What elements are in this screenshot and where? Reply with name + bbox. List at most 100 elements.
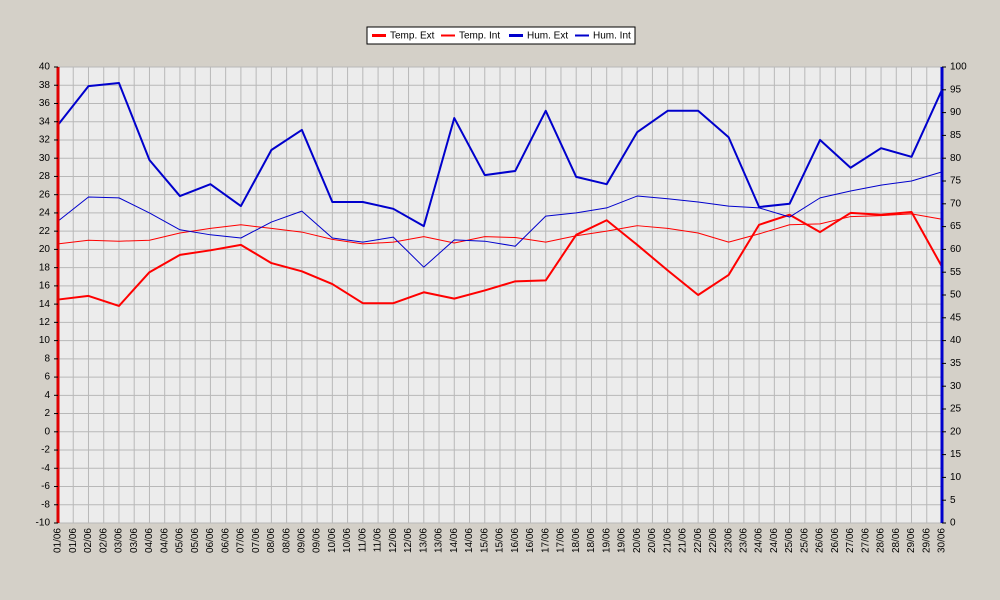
y-tick-label: 26 <box>39 189 51 200</box>
legend <box>366 26 636 45</box>
x-tick-label: 20/06 <box>647 528 658 553</box>
x-tick-label: 11/06 <box>357 528 368 553</box>
x-tick-label: 17/06 <box>540 528 551 553</box>
x-tick-label: 22/06 <box>693 528 704 553</box>
x-tick-label: 04/06 <box>159 528 170 553</box>
y2-tick-label: 100 <box>950 62 967 73</box>
series-line <box>57 81 943 228</box>
x-tick-label: 27/06 <box>860 528 871 553</box>
x-tick-label: 02/06 <box>83 528 94 553</box>
x-tick-label: 27/06 <box>845 528 856 553</box>
y2-tick-label: 65 <box>950 221 962 232</box>
y2-tick-label: 5 <box>950 495 956 506</box>
y-tick-label: -10 <box>36 518 51 529</box>
y-tick-label: -6 <box>41 481 50 492</box>
series-line <box>57 213 943 245</box>
y2-tick-label: 30 <box>950 381 962 392</box>
y-tick-label: 6 <box>44 372 50 383</box>
x-tick-label: 07/06 <box>251 528 262 553</box>
y-tick-label: 22 <box>39 226 51 237</box>
x-tick-label: 21/06 <box>662 528 673 553</box>
x-tick-label: 28/06 <box>876 528 887 553</box>
series-line <box>57 211 943 307</box>
y-tick-label: 4 <box>44 390 50 401</box>
x-tick-label: 02/06 <box>98 528 109 553</box>
y2-tick-label: 25 <box>950 404 962 415</box>
x-tick-label: 23/06 <box>723 528 734 553</box>
y-tick-label: 18 <box>39 262 51 273</box>
y2-tick-label: 50 <box>950 290 962 301</box>
y2-tick-label: 40 <box>950 335 962 346</box>
y2-tick-label: 20 <box>950 426 962 437</box>
x-tick-label: 25/06 <box>799 528 810 553</box>
x-tick-label: 14/06 <box>449 528 460 553</box>
y2-tick-label: 70 <box>950 198 962 209</box>
x-tick-label: 29/06 <box>906 528 917 553</box>
x-tick-label: 24/06 <box>754 528 765 553</box>
y-tick-label: 2 <box>44 408 50 419</box>
x-tick-label: 05/06 <box>175 528 186 553</box>
x-tick-label: 18/06 <box>586 528 597 553</box>
x-tick-label: 17/06 <box>556 528 567 553</box>
x-tick-label: 30/06 <box>937 528 948 553</box>
x-tick-label: 01/06 <box>68 528 79 553</box>
x-tick-label: 26/06 <box>830 528 841 553</box>
y-tick-label: 12 <box>39 317 51 328</box>
y2-tick-label: 45 <box>950 312 962 323</box>
y-tick-label: 8 <box>44 353 50 364</box>
y-tick-label: 34 <box>39 116 51 127</box>
x-tick-label: 12/06 <box>403 528 414 553</box>
x-tick-label: 09/06 <box>297 528 308 553</box>
y2-tick-label: 90 <box>950 107 962 118</box>
x-tick-label: 08/06 <box>281 528 292 553</box>
x-tick-label: 03/06 <box>129 528 140 553</box>
y-tick-label: 24 <box>39 208 51 219</box>
y-tick-label: 32 <box>39 135 51 146</box>
x-tick-label: 01/06 <box>53 528 64 553</box>
y-tick-label: -4 <box>41 463 50 474</box>
series-line <box>57 171 943 268</box>
x-tick-label: 06/06 <box>205 528 216 553</box>
y2-tick-label: 15 <box>950 449 962 460</box>
legend-label: Hum. Int <box>593 31 631 42</box>
x-tick-label: 19/06 <box>617 528 628 553</box>
y-tick-label: 0 <box>44 426 50 437</box>
x-tick-label: 08/06 <box>266 528 277 553</box>
y2-tick-label: 95 <box>950 84 962 95</box>
x-tick-label: 15/06 <box>479 528 490 553</box>
y2-tick-label: 85 <box>950 130 962 141</box>
x-tick-label: 28/06 <box>891 528 902 553</box>
x-tick-label: 26/06 <box>815 528 826 553</box>
x-tick-label: 16/06 <box>525 528 536 553</box>
lines <box>57 81 943 307</box>
x-tick-label: 07/06 <box>236 528 247 553</box>
x-tick-label: 11/06 <box>373 528 384 553</box>
x-tick-label: 14/06 <box>464 528 475 553</box>
y2-tick-label: 55 <box>950 267 962 278</box>
y-tick-label: 38 <box>39 80 51 91</box>
grid <box>57 66 943 524</box>
y-tick-label: 28 <box>39 171 51 182</box>
x-tick-label: 04/06 <box>144 528 155 553</box>
x-tick-label: 24/06 <box>769 528 780 553</box>
x-tick-label: 18/06 <box>571 528 582 553</box>
x-tick-label: 10/06 <box>327 528 338 553</box>
x-tick-label: 29/06 <box>921 528 932 553</box>
y2-tick-label: 80 <box>950 153 962 164</box>
x-tick-label: 13/06 <box>418 528 429 553</box>
x-tick-label: 09/06 <box>312 528 323 553</box>
x-tick-label: 03/06 <box>114 528 125 553</box>
legend-label: Hum. Ext <box>527 31 568 42</box>
x-tick-label: 16/06 <box>510 528 521 553</box>
y2-tick-label: 10 <box>950 472 962 483</box>
y-tick-label: 14 <box>39 299 51 310</box>
y-tick-label: 36 <box>39 98 51 109</box>
y-tick-label: 10 <box>39 335 51 346</box>
x-tick-label: 15/06 <box>495 528 506 553</box>
y2-tick-label: 60 <box>950 244 962 255</box>
x-tick-label: 22/06 <box>708 528 719 553</box>
x-tick-label: 23/06 <box>739 528 750 553</box>
y-tick-label: 30 <box>39 153 51 164</box>
x-tick-label: 25/06 <box>784 528 795 553</box>
